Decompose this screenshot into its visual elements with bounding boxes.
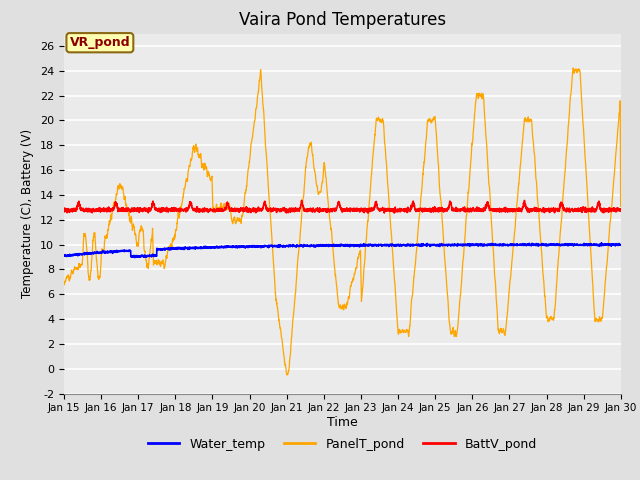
Text: VR_pond: VR_pond [70,36,130,49]
Legend: Water_temp, PanelT_pond, BattV_pond: Water_temp, PanelT_pond, BattV_pond [143,433,542,456]
Y-axis label: Temperature (C), Battery (V): Temperature (C), Battery (V) [22,129,35,298]
Title: Vaira Pond Temperatures: Vaira Pond Temperatures [239,11,446,29]
X-axis label: Time: Time [327,416,358,429]
